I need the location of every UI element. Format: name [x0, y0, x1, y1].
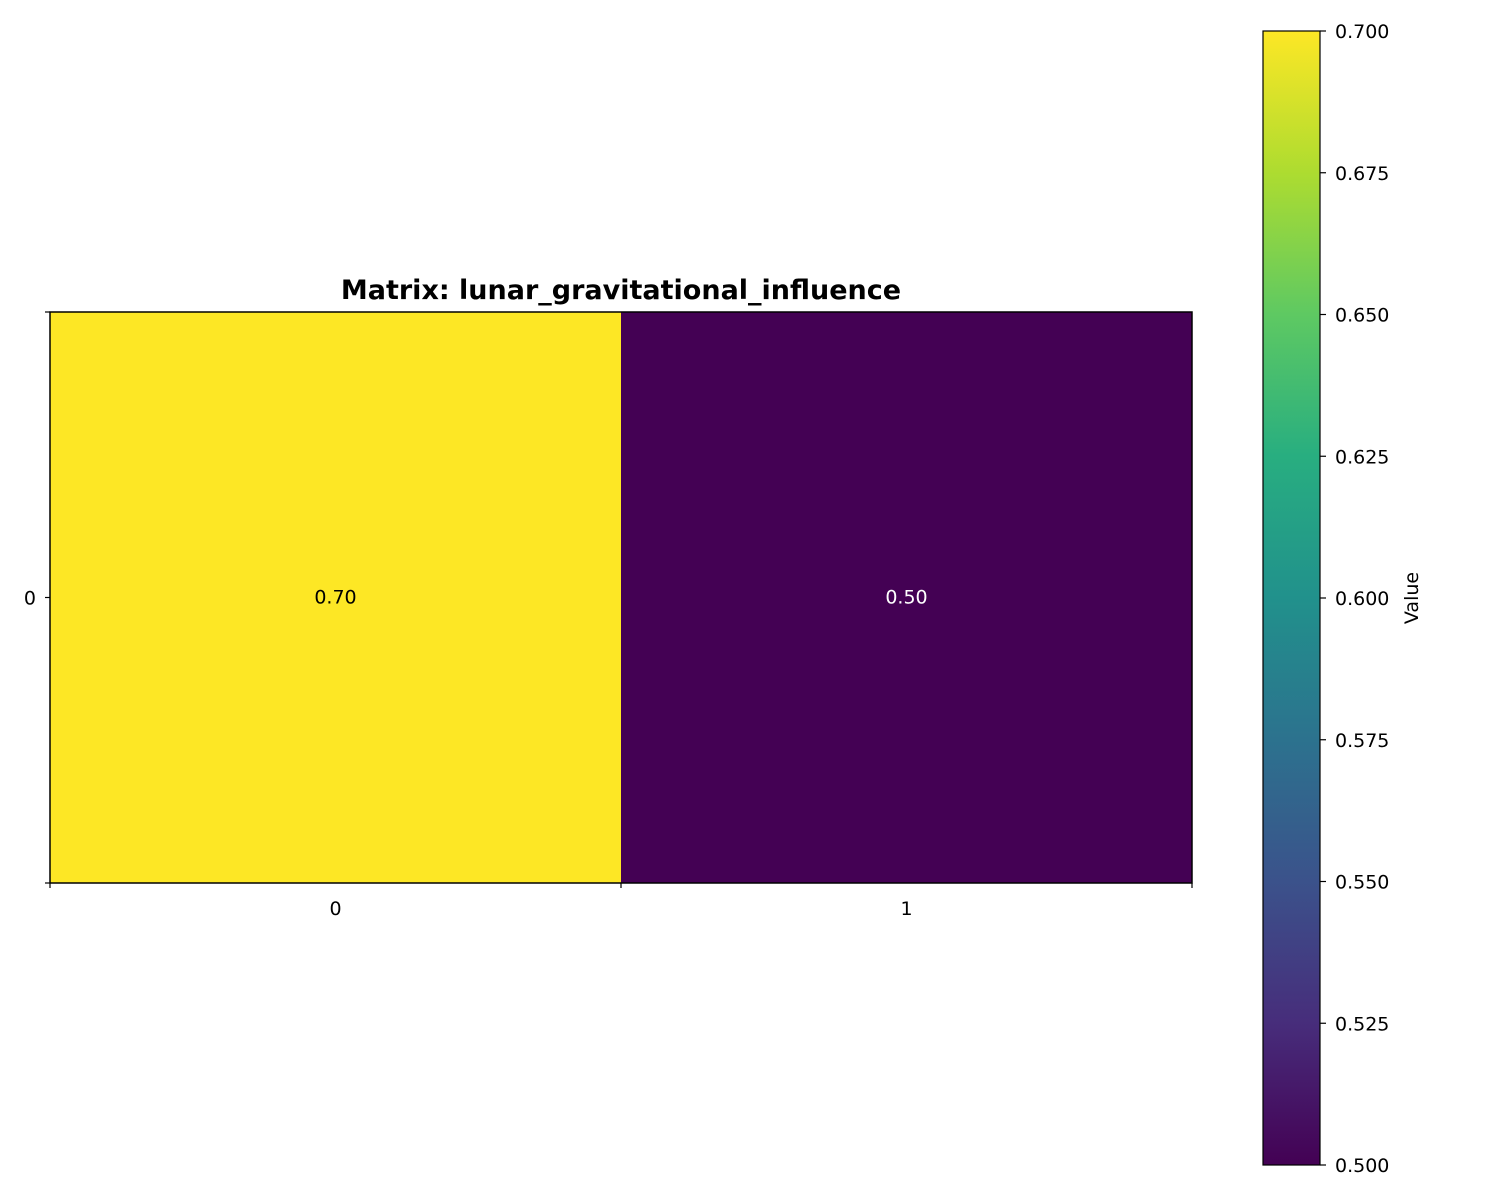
colorbar-tick-label: 0.650 — [1335, 305, 1389, 327]
colorbar-tick-label: 0.550 — [1335, 872, 1389, 894]
colorbar-tick-label: 0.575 — [1335, 730, 1389, 752]
heatmap-cell — [621, 312, 1192, 883]
heatmap-cell — [50, 312, 621, 883]
x-tick-label: 1 — [900, 898, 912, 920]
colorbar-tick-label: 0.675 — [1335, 163, 1389, 185]
colorbar-tick-label: 0.625 — [1335, 446, 1389, 468]
y-tick-label: 0 — [24, 588, 36, 610]
heatmap-cells: 0.70 0.50 — [50, 312, 1192, 883]
cell-value-label: 0.50 — [885, 587, 927, 609]
colorbar-tick-label: 0.600 — [1335, 588, 1389, 610]
colorbar-tick-label: 0.500 — [1335, 1155, 1389, 1177]
colorbar-tick-label: 0.525 — [1335, 1013, 1389, 1035]
cell-value-label: 0.70 — [314, 587, 356, 609]
heatmap-axes: 0 1 0 — [24, 311, 1193, 920]
x-tick-label: 0 — [329, 898, 341, 920]
colorbar — [1262, 30, 1321, 1166]
colorbar-label: Value — [1401, 572, 1423, 624]
colorbar-ticks: 0.500 0.525 0.550 0.575 0.600 0.625 0.650 0.675… — [1320, 21, 1389, 1177]
colorbar-tick-label: 0.700 — [1335, 21, 1389, 43]
chart-title: Matrix: lunar_gravitational_influence — [341, 275, 901, 306]
